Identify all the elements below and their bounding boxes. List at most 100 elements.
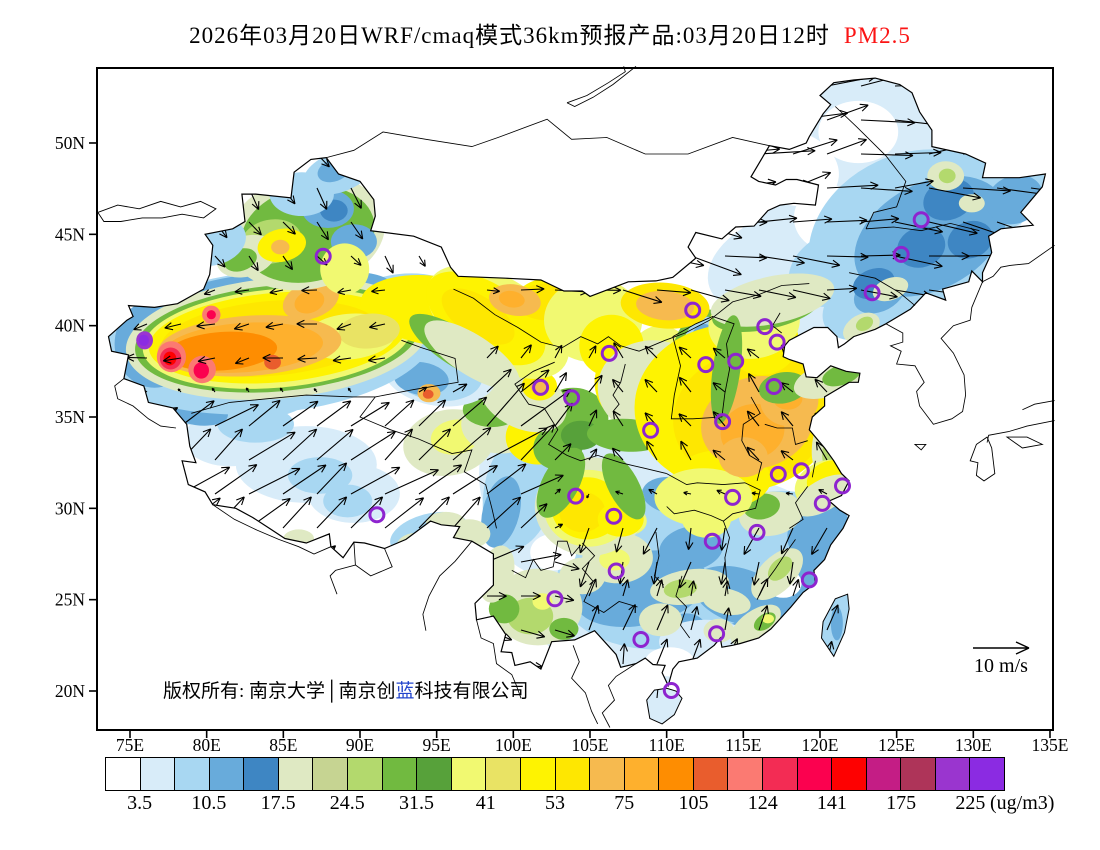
wind-arrow: [1030, 606, 1039, 631]
wind-arrow: [112, 221, 125, 241]
wind-arrow: [853, 561, 862, 586]
contour-blob: [549, 617, 579, 640]
city-markers: [314, 211, 930, 699]
contour-blob: [498, 290, 525, 308]
contour-blob: [767, 556, 793, 581]
wind-arrow: [452, 396, 488, 427]
wind-arrow: [857, 677, 866, 699]
lat-tick-label: 30N: [55, 498, 86, 518]
lat-tick-label: 40N: [55, 316, 86, 336]
wind-arrow: [826, 138, 867, 155]
lon-tick-label: 125E: [878, 735, 915, 755]
lon-tick-label: 75E: [116, 735, 144, 755]
wind-arrow: [678, 413, 692, 427]
page-title: 2026年03月20日WRF/cmaq模式36km预报产品:03月20日12时 P…: [0, 16, 1100, 50]
contour-blob: [818, 100, 899, 164]
wind-arrow: [622, 78, 674, 87]
title-species: PM2.5: [843, 23, 911, 48]
wind-arrow: [313, 388, 318, 393]
wind-arrow: [112, 187, 126, 204]
boundary-line: [612, 363, 626, 412]
wind-arrow: [586, 493, 590, 499]
wind-arrow: [962, 78, 1005, 87]
wind-arrow: [811, 527, 828, 555]
city-marker: [912, 211, 930, 229]
wind-arrow: [724, 672, 737, 699]
boundary-line: [326, 118, 770, 159]
contour-blob: [855, 316, 874, 332]
wind-arrow: [367, 355, 386, 364]
wind-arrow: [554, 697, 576, 708]
wind-arrow: [1030, 289, 1046, 302]
wind-arrow: [894, 640, 903, 665]
wind-arrow: [146, 85, 160, 103]
wind-arrow: [108, 354, 114, 363]
colorbar-cell: [728, 758, 763, 790]
wind-arrow: [112, 255, 124, 267]
colorbar-cell: [520, 758, 556, 790]
country-outline: [1005, 436, 1044, 449]
wind-arrow: [792, 289, 831, 301]
wind-arrow: [162, 355, 182, 364]
wind-arrow: [712, 449, 726, 461]
wind-arrow: [853, 527, 862, 552]
wind-arrow: [622, 604, 636, 631]
wind-arrow: [826, 604, 839, 631]
boundary-line: [329, 542, 356, 595]
colorbar-cell: [693, 758, 729, 790]
wind-arrow: [678, 561, 692, 589]
wind-arrow: [350, 401, 390, 427]
wind-arrow: [892, 580, 901, 597]
wind-arrow: [962, 108, 1003, 121]
wind-arrow: [588, 255, 636, 267]
wind-arrow: [656, 604, 669, 631]
lon-tick-label: 120E: [802, 735, 839, 755]
wind-arrow: [282, 255, 294, 271]
wind-arrow: [588, 409, 598, 427]
wind-arrow: [347, 387, 352, 393]
city-marker: [546, 590, 564, 608]
wind-arrow: [962, 604, 974, 631]
city-marker: [632, 631, 650, 648]
wind-arrow: [520, 629, 546, 639]
wind-arrow: [196, 321, 216, 330]
boundary-line: [422, 540, 473, 631]
colorbar-cell: [970, 758, 1005, 790]
wind-arrow: [245, 387, 250, 393]
wind-arrow: [214, 187, 228, 201]
wind-arrow: [520, 503, 548, 529]
contour-blob: [395, 533, 436, 566]
wind-arrow: [520, 143, 560, 155]
wind-arrow: [486, 221, 506, 230]
wind-arrow: [780, 527, 794, 555]
wind-arrow: [350, 430, 396, 461]
wind-arrow: [622, 143, 677, 155]
wind-arrow: [678, 346, 692, 359]
wind-arrow: [248, 399, 281, 427]
wind-arrow: [888, 561, 898, 585]
wind-arrow: [792, 673, 803, 699]
boundary-line: [764, 423, 808, 445]
city-marker: [769, 465, 787, 483]
wind-arrow: [860, 186, 913, 196]
city-marker: [765, 378, 783, 395]
wind-arrow: [925, 493, 930, 500]
copyright-text: 版权所有: 南京大学│南京创蓝科技有限公司: [163, 679, 529, 703]
wind-arrow: [282, 496, 312, 529]
contour-blob: [761, 614, 774, 624]
colorbar-cell: [451, 758, 487, 790]
wind-arrow: [855, 386, 862, 393]
boundary-line: [986, 420, 1055, 443]
colorbar-cell: [486, 758, 521, 790]
wind-arrow: [452, 464, 498, 495]
boundary-line: [835, 106, 907, 229]
wind-arrow: [959, 493, 964, 500]
wind-arrow: [296, 319, 318, 329]
wind-arrow: [180, 153, 193, 173]
wind-arrow: [690, 176, 740, 189]
wind-arrow: [622, 181, 677, 190]
wind-arrow: [452, 426, 492, 461]
wind-arrow: [146, 407, 179, 427]
city-marker: [607, 562, 625, 580]
wind-arrow: [792, 138, 838, 155]
